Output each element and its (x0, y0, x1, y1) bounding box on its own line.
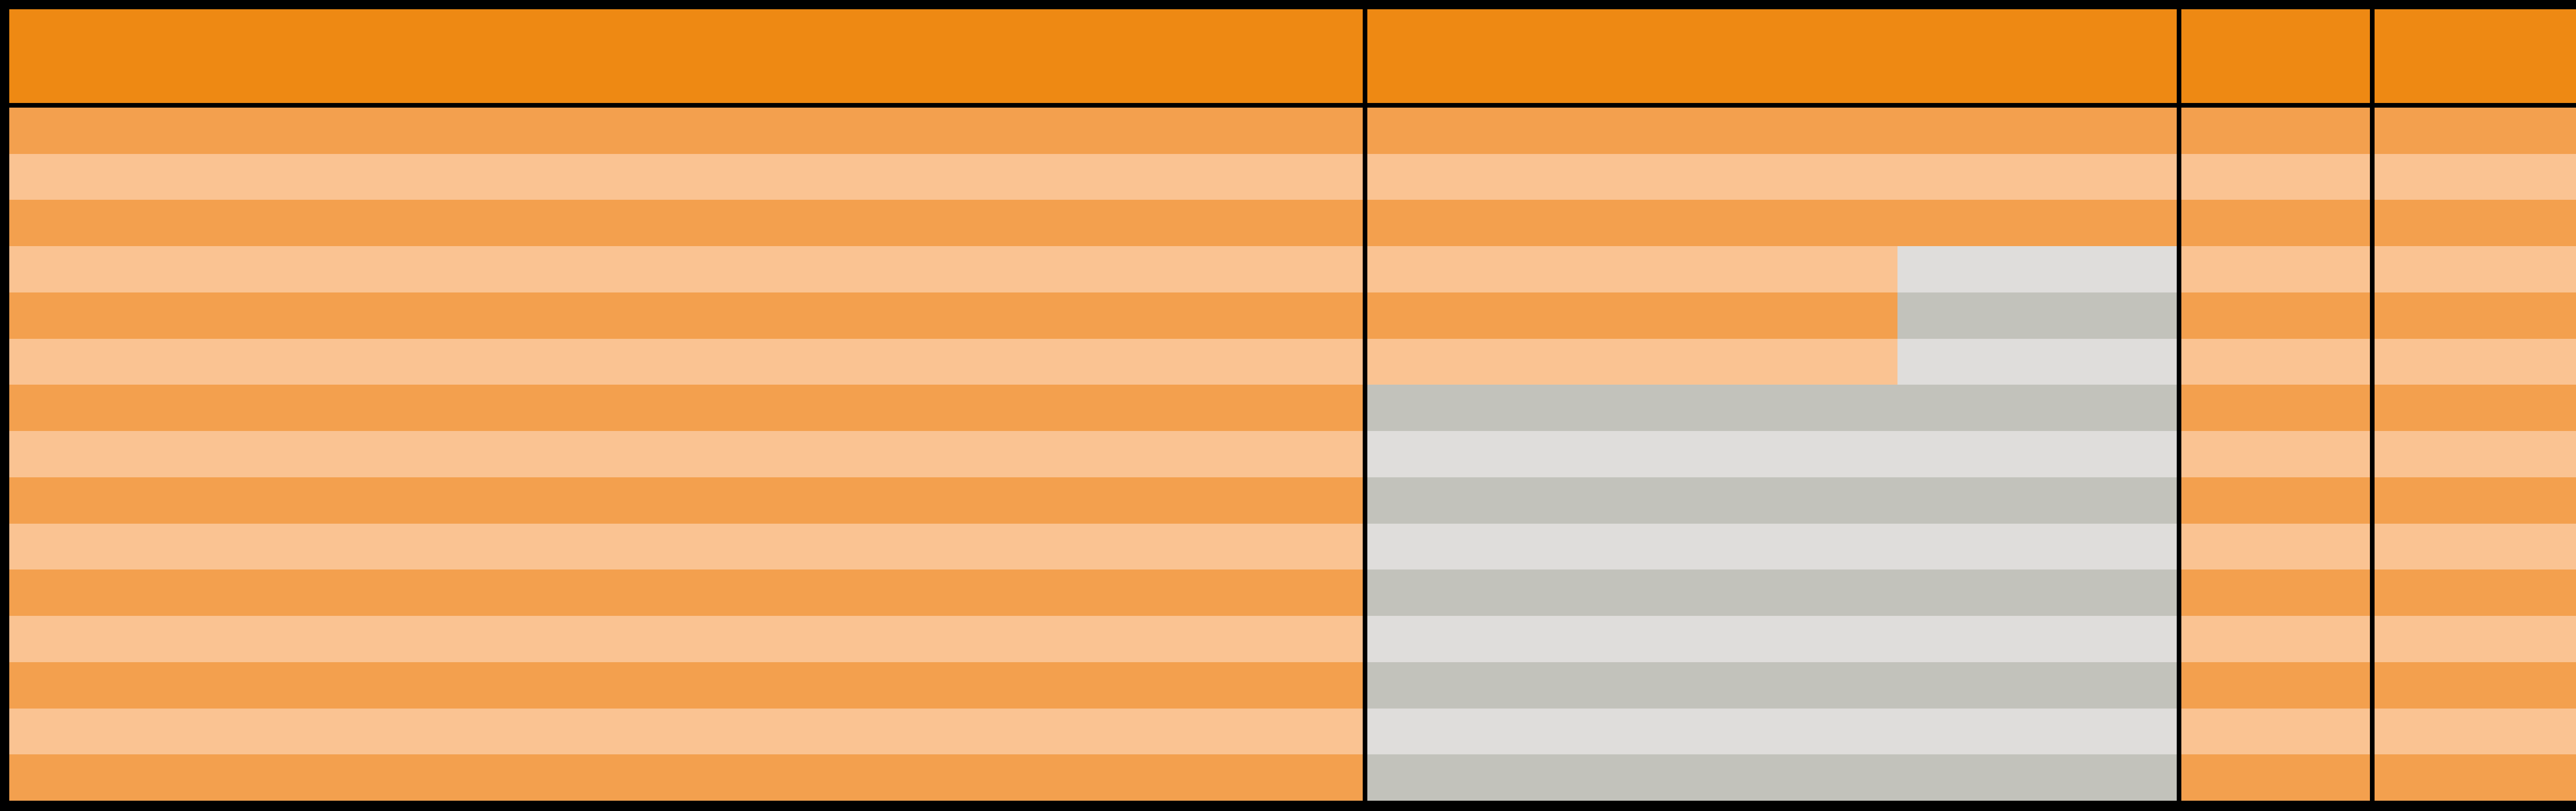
cell-filled-r12-c4[interactable] (2375, 616, 2576, 662)
header-cell-c2[interactable] (1367, 9, 2177, 103)
cell-filled-r8-c4[interactable] (2375, 431, 2576, 477)
cell-empty-r12-c2[interactable] (1367, 616, 2177, 662)
cell-empty-r8-c2[interactable] (1367, 431, 2177, 477)
cell-filled-r2-c2[interactable] (1367, 154, 2177, 200)
cell-filled-r14-c4[interactable] (2375, 709, 2576, 754)
cell-empty-r9-c2[interactable] (1367, 477, 2177, 524)
cell-filled-r6-c4[interactable] (2375, 339, 2576, 385)
cell-filled-r7-c3[interactable] (2181, 385, 2370, 431)
cell-filled-r5-c1[interactable] (9, 292, 1363, 339)
cell-filled-r13-c4[interactable] (2375, 662, 2576, 709)
header-cell-c4[interactable] (2375, 9, 2576, 103)
cell-filled-r5-c4[interactable] (2375, 292, 2576, 339)
cell-filled-r5-c3[interactable] (2181, 292, 2370, 339)
cell-filled-r9-c1[interactable] (9, 477, 1363, 524)
cell-empty-r10-c2[interactable] (1367, 524, 2177, 570)
header-cell-c1[interactable] (9, 9, 1363, 103)
cell-filled-r3-c1[interactable] (9, 200, 1363, 246)
cell-filled-r2-c4[interactable] (2375, 154, 2576, 200)
column-separator-2 (2177, 9, 2181, 801)
cell-filled-r9-c3[interactable] (2181, 477, 2370, 524)
cell-empty-r11-c2[interactable] (1367, 570, 2177, 616)
column-separator-1 (1363, 9, 1367, 801)
cell-filled-r11-c1[interactable] (9, 570, 1363, 616)
column-separator-3 (2370, 9, 2375, 801)
cell-filled-r15-c4[interactable] (2375, 754, 2576, 801)
cell-filled-r3-c4[interactable] (2375, 200, 2576, 246)
cell-empty-r7-c2[interactable] (1367, 385, 2177, 431)
cell-filled-r5-c2[interactable] (1367, 292, 1897, 339)
cell-empty-r14-c2[interactable] (1367, 709, 2177, 754)
cell-empty-r6-c2[interactable] (1897, 339, 2177, 385)
cell-filled-r15-c3[interactable] (2181, 754, 2370, 801)
cell-filled-r11-c3[interactable] (2181, 570, 2370, 616)
cell-filled-r2-c3[interactable] (2181, 154, 2370, 200)
cell-empty-r4-c2[interactable] (1897, 246, 2177, 292)
cell-filled-r6-c3[interactable] (2181, 339, 2370, 385)
cell-filled-r2-c1[interactable] (9, 154, 1363, 200)
cell-filled-r10-c1[interactable] (9, 524, 1363, 570)
cell-filled-r7-c1[interactable] (9, 385, 1363, 431)
cell-filled-r4-c4[interactable] (2375, 246, 2576, 292)
cell-empty-r15-c2[interactable] (1367, 754, 2177, 801)
cell-filled-r12-c3[interactable] (2181, 616, 2370, 662)
cell-filled-r9-c4[interactable] (2375, 477, 2576, 524)
cell-filled-r12-c1[interactable] (9, 616, 1363, 662)
cell-filled-r10-c3[interactable] (2181, 524, 2370, 570)
cell-filled-r4-c2[interactable] (1367, 246, 1897, 292)
cell-filled-r6-c1[interactable] (9, 339, 1363, 385)
cell-filled-r11-c4[interactable] (2375, 570, 2576, 616)
cell-filled-r3-c2[interactable] (1367, 200, 2177, 246)
cell-filled-r6-c2[interactable] (1367, 339, 1897, 385)
cell-filled-r8-c3[interactable] (2181, 431, 2370, 477)
cell-empty-r13-c2[interactable] (1367, 662, 2177, 709)
cell-filled-r1-c1[interactable] (9, 108, 1363, 154)
cell-filled-r1-c4[interactable] (2375, 108, 2576, 154)
cell-empty-r5-c2[interactable] (1897, 292, 2177, 339)
cell-filled-r13-c1[interactable] (9, 662, 1363, 709)
cell-filled-r8-c1[interactable] (9, 431, 1363, 477)
header-underline (0, 103, 2576, 108)
cell-filled-r1-c2[interactable] (1367, 108, 2177, 154)
cell-filled-r14-c3[interactable] (2181, 709, 2370, 754)
cell-filled-r13-c3[interactable] (2181, 662, 2370, 709)
cell-filled-r4-c3[interactable] (2181, 246, 2370, 292)
cell-filled-r14-c1[interactable] (9, 709, 1363, 754)
cell-filled-r7-c4[interactable] (2375, 385, 2576, 431)
cell-filled-r4-c1[interactable] (9, 246, 1363, 292)
header-cell-c3[interactable] (2181, 9, 2370, 103)
cell-filled-r15-c1[interactable] (9, 754, 1363, 801)
cell-filled-r10-c4[interactable] (2375, 524, 2576, 570)
cell-filled-r3-c3[interactable] (2181, 200, 2370, 246)
cell-filled-r1-c3[interactable] (2181, 108, 2370, 154)
